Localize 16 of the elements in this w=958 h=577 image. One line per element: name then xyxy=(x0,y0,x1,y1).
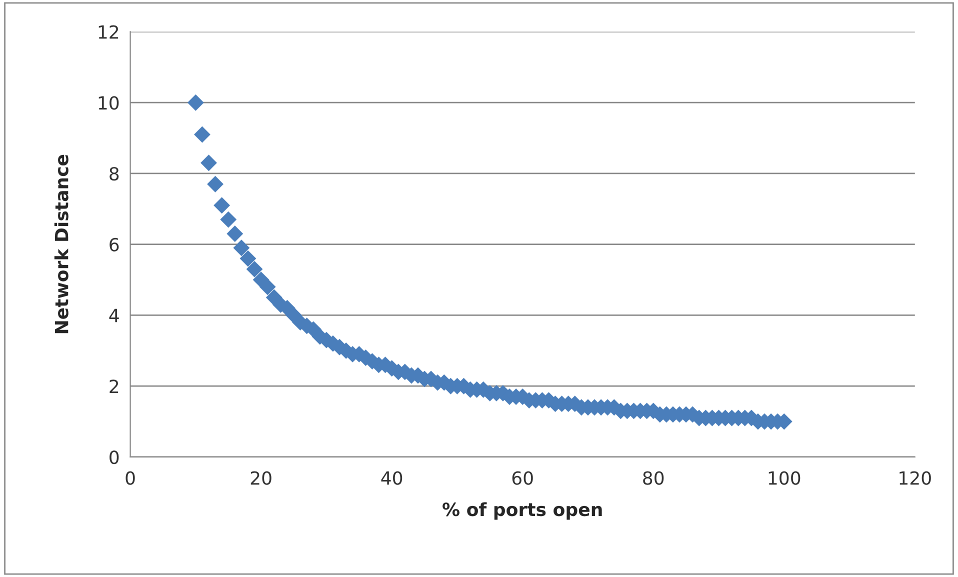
y-tick-label: 2 xyxy=(110,380,118,393)
x-tick-label: 20 xyxy=(250,471,272,485)
y-tick-label: 8 xyxy=(110,166,119,181)
x-tick-label: 100 xyxy=(768,471,800,485)
y-tick-label: 0 xyxy=(110,450,119,464)
x-tick-label: 0 xyxy=(126,471,135,485)
y-tick-label: 6 xyxy=(110,238,119,252)
x-tick-label: 80 xyxy=(643,471,664,485)
x-axis-title: % of ports open xyxy=(442,502,602,520)
x-tick-label: 120 xyxy=(900,471,931,485)
y-tick-label: 4 xyxy=(109,308,119,322)
y-tick-label: 10 xyxy=(98,96,119,110)
y-axis-title: Network Distance xyxy=(54,154,68,334)
x-tick-label: 60 xyxy=(512,471,533,485)
x-tick-label: 40 xyxy=(381,471,402,485)
y-tick-label: 12 xyxy=(98,25,118,39)
